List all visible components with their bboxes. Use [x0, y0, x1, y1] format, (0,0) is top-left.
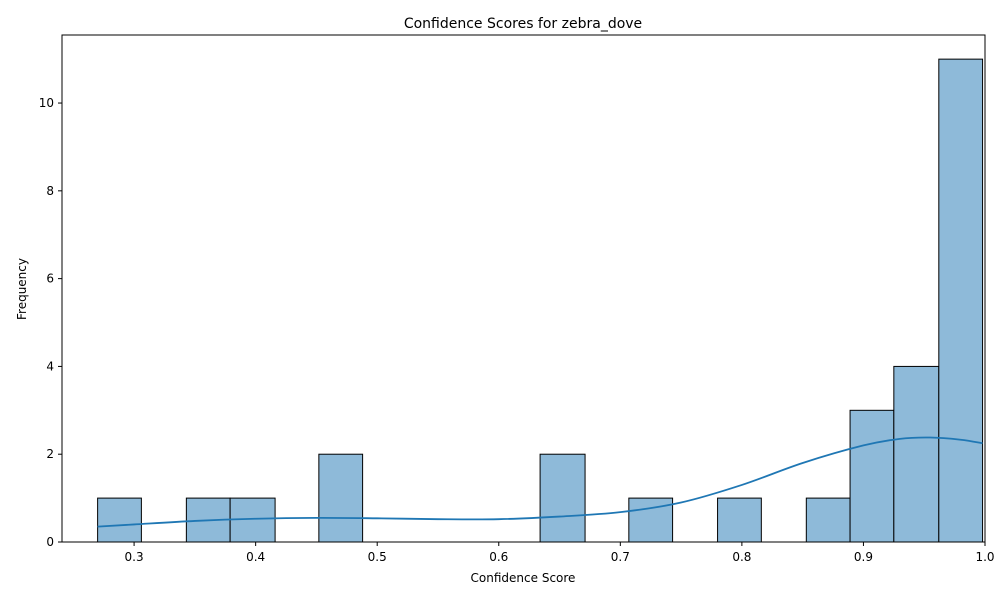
histogram-bar-3	[318, 453, 364, 543]
x-tick-label: 0.9	[854, 550, 873, 564]
y-axis-label: Frequency	[15, 258, 29, 320]
histogram-bar-4	[539, 453, 586, 543]
x-axis-label: Confidence Score	[471, 571, 576, 585]
y-tick-label: 10	[39, 96, 54, 110]
y-tick-label: 2	[46, 447, 54, 461]
histogram-bar-6	[717, 497, 762, 543]
kde-curve	[97, 436, 983, 528]
x-tick-label: 0.5	[368, 550, 387, 564]
y-tick-label: 0	[46, 535, 54, 549]
x-tick-label: 0.4	[246, 550, 265, 564]
y-tick-label: 6	[46, 272, 54, 286]
x-tick-label: 1.0	[975, 550, 994, 564]
histogram-bars	[97, 58, 984, 543]
histogram-bar-8	[849, 409, 895, 543]
x-tick-label: 0.7	[611, 550, 630, 564]
y-tick-label: 8	[46, 184, 54, 198]
x-axis-ticks: 0.3 0.4 0.5 0.6 0.7 0.8 0.9 1.0	[125, 542, 995, 564]
x-tick-label: 0.3	[125, 550, 144, 564]
y-tick-label: 4	[46, 359, 54, 373]
histogram-bar-7	[805, 497, 851, 543]
histogram-bar-9	[893, 365, 940, 543]
histogram-bar-10	[938, 58, 984, 543]
histogram-bar-0	[97, 497, 142, 543]
y-axis-ticks: 0 2 4 6 8 10	[39, 96, 62, 549]
chart-title: Confidence Scores for zebra_dove	[404, 16, 642, 32]
x-tick-label: 0.6	[489, 550, 508, 564]
x-tick-label: 0.8	[732, 550, 751, 564]
plot-area-frame	[61, 34, 986, 543]
